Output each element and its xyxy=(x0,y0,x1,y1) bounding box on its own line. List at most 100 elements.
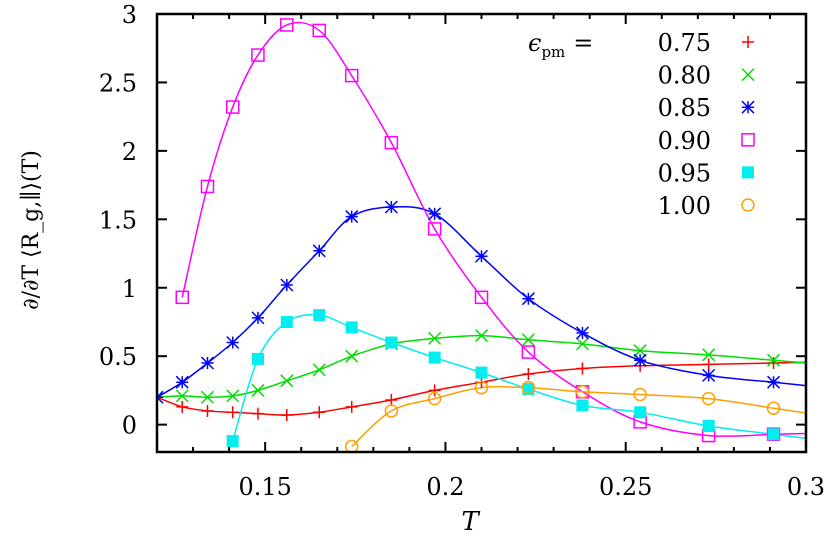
data-point-0.95 xyxy=(251,352,264,365)
data-point-0.80 xyxy=(175,389,189,403)
legend-marker-0.95 xyxy=(742,166,754,179)
data-point-0.85 xyxy=(226,335,240,350)
data-point-0.75 xyxy=(201,404,214,417)
y-tick-label: 2.5 xyxy=(99,69,137,97)
y-tick-label: 2 xyxy=(122,138,137,166)
series-markers xyxy=(157,18,781,452)
data-point-0.85 xyxy=(200,356,215,370)
data-point-0.95 xyxy=(280,315,293,328)
data-point-0.90 xyxy=(427,222,442,236)
data-point-0.90 xyxy=(521,345,536,359)
axis-ticks: 0.15 0.2 0.25 0.3 0 0.5 1 1.5 2 2.5 3 xyxy=(99,1,825,501)
series-line-1.00 xyxy=(351,385,806,448)
data-point-1.00 xyxy=(474,380,489,395)
data-point-0.95 xyxy=(226,435,239,448)
legend-marker-0.85 xyxy=(741,100,755,114)
data-point-0.80 xyxy=(200,390,215,404)
legend-label: 1.00 xyxy=(658,192,711,220)
data-point-0.80 xyxy=(474,329,489,343)
data-point-0.85 xyxy=(428,207,442,221)
data-point-0.85 xyxy=(251,311,265,325)
data-point-0.75 xyxy=(428,384,441,397)
data-point-0.95 xyxy=(767,428,780,441)
series-line-0.80 xyxy=(157,334,806,399)
data-point-0.95 xyxy=(634,406,647,419)
data-point-0.80 xyxy=(702,348,716,362)
legend-marker-0.90 xyxy=(741,133,755,147)
data-point-0.85 xyxy=(633,353,647,367)
data-point-0.95 xyxy=(428,351,441,364)
legend-title: ϵpm = xyxy=(528,29,593,61)
data-point-0.85 xyxy=(384,200,398,214)
data-point-0.95 xyxy=(576,399,589,412)
data-point-0.75 xyxy=(313,406,326,419)
data-point-0.75 xyxy=(251,407,264,420)
data-point-0.75 xyxy=(226,406,239,419)
legend-label: 0.85 xyxy=(658,94,711,122)
data-point-0.90 xyxy=(251,48,265,62)
data-point-0.95 xyxy=(313,309,326,322)
y-tick-label: 0.5 xyxy=(99,343,137,371)
x-tick-label: 0.25 xyxy=(599,473,652,501)
data-point-1.00 xyxy=(766,401,781,415)
data-point-0.80 xyxy=(521,333,535,347)
y-tick-label: 3 xyxy=(122,1,137,29)
data-point-1.00 xyxy=(384,404,399,418)
data-point-0.95 xyxy=(475,366,488,379)
data-point-0.90 xyxy=(344,68,359,83)
data-point-0.90 xyxy=(200,179,215,194)
legend-label: 0.90 xyxy=(658,127,711,155)
legend-label: 0.75 xyxy=(658,29,711,57)
data-point-0.75 xyxy=(767,357,780,370)
data-point-1.00 xyxy=(575,385,590,399)
x-tick-label: 0.15 xyxy=(238,473,291,501)
legend-marker-1.00 xyxy=(741,198,755,212)
x-axis-label: T xyxy=(461,507,480,537)
data-point-0.80 xyxy=(312,363,326,377)
legend-label: 0.80 xyxy=(658,62,711,90)
data-point-0.90 xyxy=(474,290,489,305)
data-point-1.00 xyxy=(633,387,647,402)
data-point-0.80 xyxy=(575,337,589,351)
data-point-1.00 xyxy=(427,391,442,406)
data-point-0.80 xyxy=(345,349,359,363)
x-tick-label: 0.3 xyxy=(787,473,825,501)
legend-marker-0.80 xyxy=(741,68,755,82)
data-point-1.00 xyxy=(521,380,536,395)
data-point-0.80 xyxy=(226,389,240,403)
data-point-0.85 xyxy=(521,292,535,306)
data-point-0.80 xyxy=(428,331,442,345)
data-point-0.85 xyxy=(345,210,359,224)
data-point-0.85 xyxy=(280,278,294,292)
data-point-1.00 xyxy=(344,439,359,452)
data-point-0.90 xyxy=(384,135,399,150)
legend-label: 0.95 xyxy=(658,159,711,187)
data-point-0.75 xyxy=(176,400,189,413)
legend-marker-0.75 xyxy=(742,36,754,48)
data-point-0.85 xyxy=(767,375,781,389)
data-point-0.90 xyxy=(225,100,240,114)
y-tick-label: 0 xyxy=(122,412,137,440)
data-point-0.90 xyxy=(175,290,189,305)
y-tick-label: 1 xyxy=(122,275,137,303)
data-point-0.95 xyxy=(345,321,358,334)
data-point-0.75 xyxy=(702,358,715,371)
data-point-0.95 xyxy=(702,419,715,432)
data-point-0.85 xyxy=(474,249,489,263)
legend: ϵpm = 0.75 0.80 0.85 0.90 0.95 1.00 xyxy=(528,29,755,220)
data-point-1.00 xyxy=(701,391,716,406)
data-point-0.85 xyxy=(575,326,589,340)
data-point-0.80 xyxy=(280,374,294,388)
data-point-0.80 xyxy=(251,383,265,397)
data-point-0.75 xyxy=(280,409,293,422)
data-point-0.75 xyxy=(576,362,589,375)
series-line-0.90 xyxy=(181,21,806,438)
data-point-0.85 xyxy=(175,375,189,389)
y-axis-label: ∂/∂T ⟨R_g,∥⟩(T) xyxy=(19,150,44,310)
data-point-0.75 xyxy=(345,400,358,413)
y-tick-label: 1.5 xyxy=(99,206,137,234)
data-point-0.80 xyxy=(767,353,781,367)
data-point-0.85 xyxy=(702,368,716,382)
series-line-0.75 xyxy=(157,361,806,416)
